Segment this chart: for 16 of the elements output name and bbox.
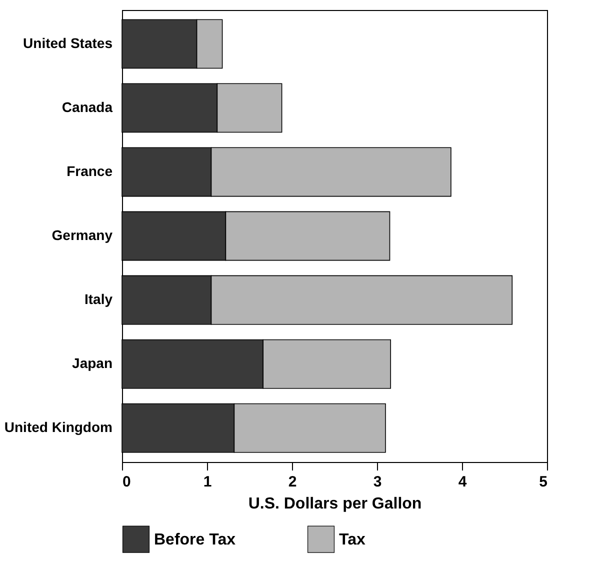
y-tick-label: United States bbox=[23, 34, 113, 51]
legend-label: Tax bbox=[339, 531, 366, 548]
x-tick-label: 4 bbox=[458, 474, 468, 490]
x-tick-label: 0 bbox=[122, 474, 131, 490]
x-tick-label: 2 bbox=[288, 474, 297, 490]
y-tick-label: Germany bbox=[52, 227, 113, 243]
y-tick-label: France bbox=[66, 162, 113, 179]
legend-label: Before Tax bbox=[154, 531, 236, 548]
x-tick-label: 3 bbox=[373, 474, 382, 490]
y-tick-label: United Kingdom bbox=[4, 419, 112, 436]
x-tick-label: 5 bbox=[539, 474, 548, 490]
x-axis-title: U.S. Dollars per Gallon bbox=[248, 496, 422, 512]
y-tick-label: Italy bbox=[84, 291, 113, 308]
x-tick-label: 1 bbox=[203, 474, 212, 490]
y-tick-label: Canada bbox=[62, 98, 113, 115]
y-tick-label: Japan bbox=[72, 355, 112, 372]
